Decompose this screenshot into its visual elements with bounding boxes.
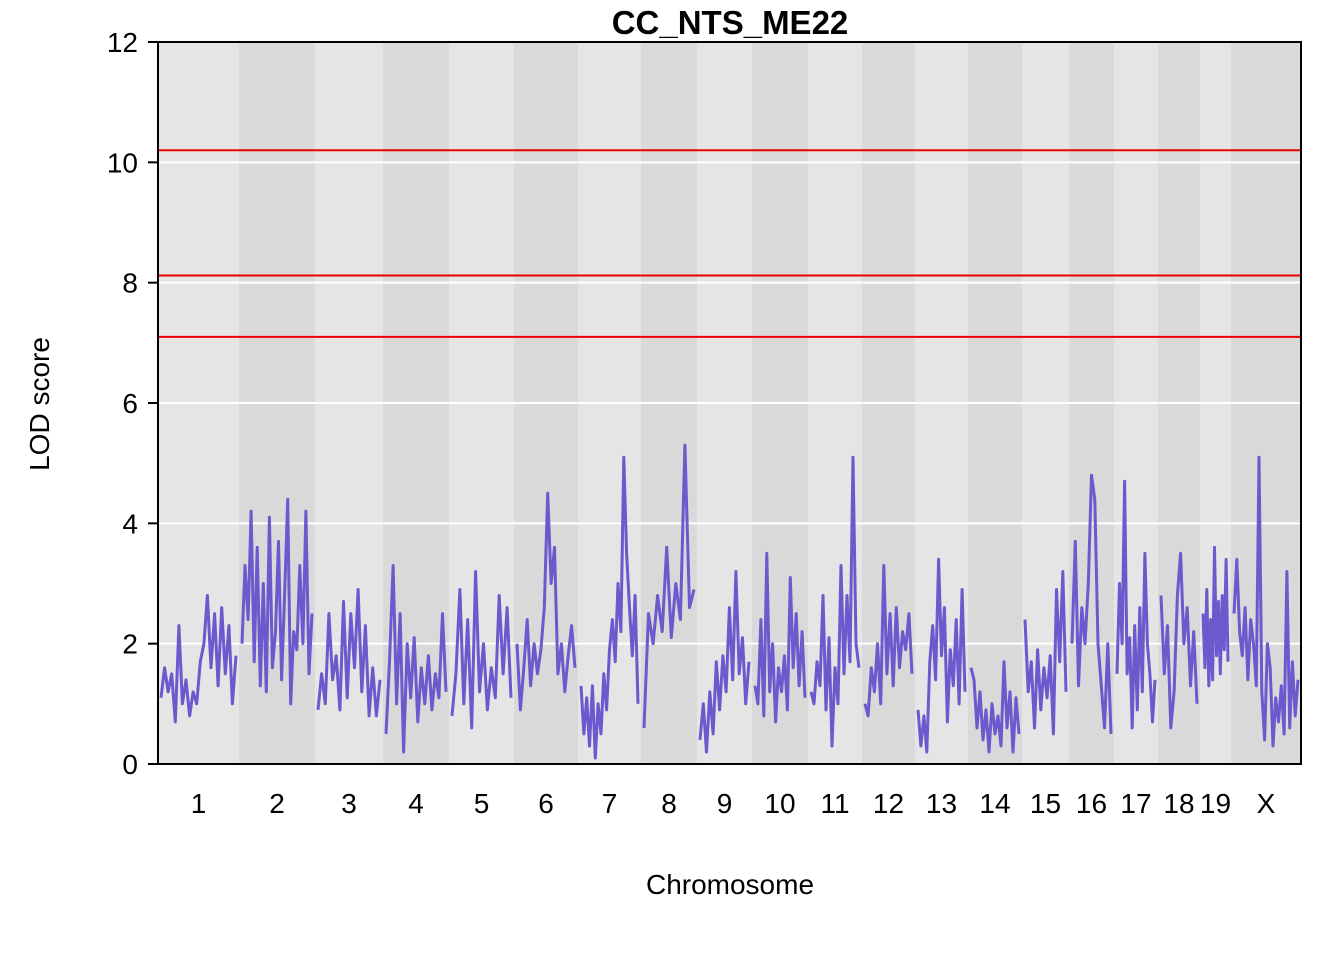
- x-tick-label: 15: [1030, 788, 1061, 819]
- lod-curve-chr-2: [240, 497, 314, 706]
- x-tick-label: 9: [717, 788, 733, 819]
- threshold-lines: [158, 149, 1301, 338]
- lod-curve-chr-11: [809, 455, 861, 748]
- x-tick-label: 5: [474, 788, 490, 819]
- lod-curve-chr-14: [969, 660, 1021, 754]
- lod-curve-chr-3: [316, 588, 382, 718]
- x-tick-label: X: [1257, 788, 1276, 819]
- lod-curve-chr-6: [515, 491, 577, 712]
- x-tick-label: 17: [1120, 788, 1151, 819]
- lod-curve-chr-X: [1232, 455, 1300, 748]
- y-tick-label: 12: [107, 27, 138, 58]
- x-tick-label: 10: [764, 788, 795, 819]
- y-axis: 0 2 4 6 8 10 12: [107, 27, 159, 780]
- lod-curve-chr-9: [698, 570, 751, 754]
- lod-curve-chr-17: [1115, 479, 1157, 730]
- lod-curve-chr-10: [753, 551, 807, 724]
- chart-title: CC_NTS_ME22: [612, 4, 849, 41]
- x-tick-label: 12: [873, 788, 904, 819]
- x-axis-label: Chromosome: [646, 869, 814, 900]
- y-tick-label: 8: [122, 268, 138, 299]
- x-tick-label: 4: [408, 788, 424, 819]
- x-tick-label: 2: [269, 788, 285, 819]
- x-tick-label: 7: [602, 788, 618, 819]
- lod-curve-chr-18: [1159, 551, 1199, 730]
- lod-curve-chr-7: [579, 455, 640, 760]
- y-tick-label: 10: [107, 147, 138, 178]
- y-tick-label: 6: [122, 388, 138, 419]
- y-tick-label: 4: [122, 508, 138, 539]
- x-tick-label: 6: [538, 788, 554, 819]
- x-tick-label: 19: [1200, 788, 1231, 819]
- x-tick-label: 14: [979, 788, 1010, 819]
- x-tick-label: 13: [926, 788, 957, 819]
- lod-curve-chr-8: [642, 443, 696, 728]
- lod-curve-chr-5: [450, 570, 513, 730]
- x-tick-label: 1: [191, 788, 207, 819]
- lod-curve-chr-15: [1023, 570, 1068, 736]
- x-axis: 1 2 3 4 5 6 7 8 9 10 11 12 13 14 15 16 17 18 19 X: [191, 788, 1276, 819]
- x-tick-label: 8: [661, 788, 677, 819]
- y-tick-label: 0: [122, 749, 138, 780]
- lod-curve-chr-13: [916, 557, 967, 754]
- lod-curve-chr-12: [863, 564, 914, 718]
- x-tick-label: 16: [1076, 788, 1107, 819]
- lod-curve-chr-4: [384, 564, 448, 754]
- lod-curve-chr-1: [159, 594, 238, 724]
- x-tick-label: 3: [341, 788, 357, 819]
- x-tick-label: 11: [820, 788, 849, 819]
- lod-series: [159, 443, 1300, 760]
- y-tick-label: 2: [122, 629, 138, 660]
- lod-curve-chr-19: [1201, 545, 1230, 688]
- x-tick-label: 18: [1163, 788, 1194, 819]
- y-axis-label: LOD score: [24, 337, 55, 471]
- lod-curve-chr-16: [1070, 473, 1113, 734]
